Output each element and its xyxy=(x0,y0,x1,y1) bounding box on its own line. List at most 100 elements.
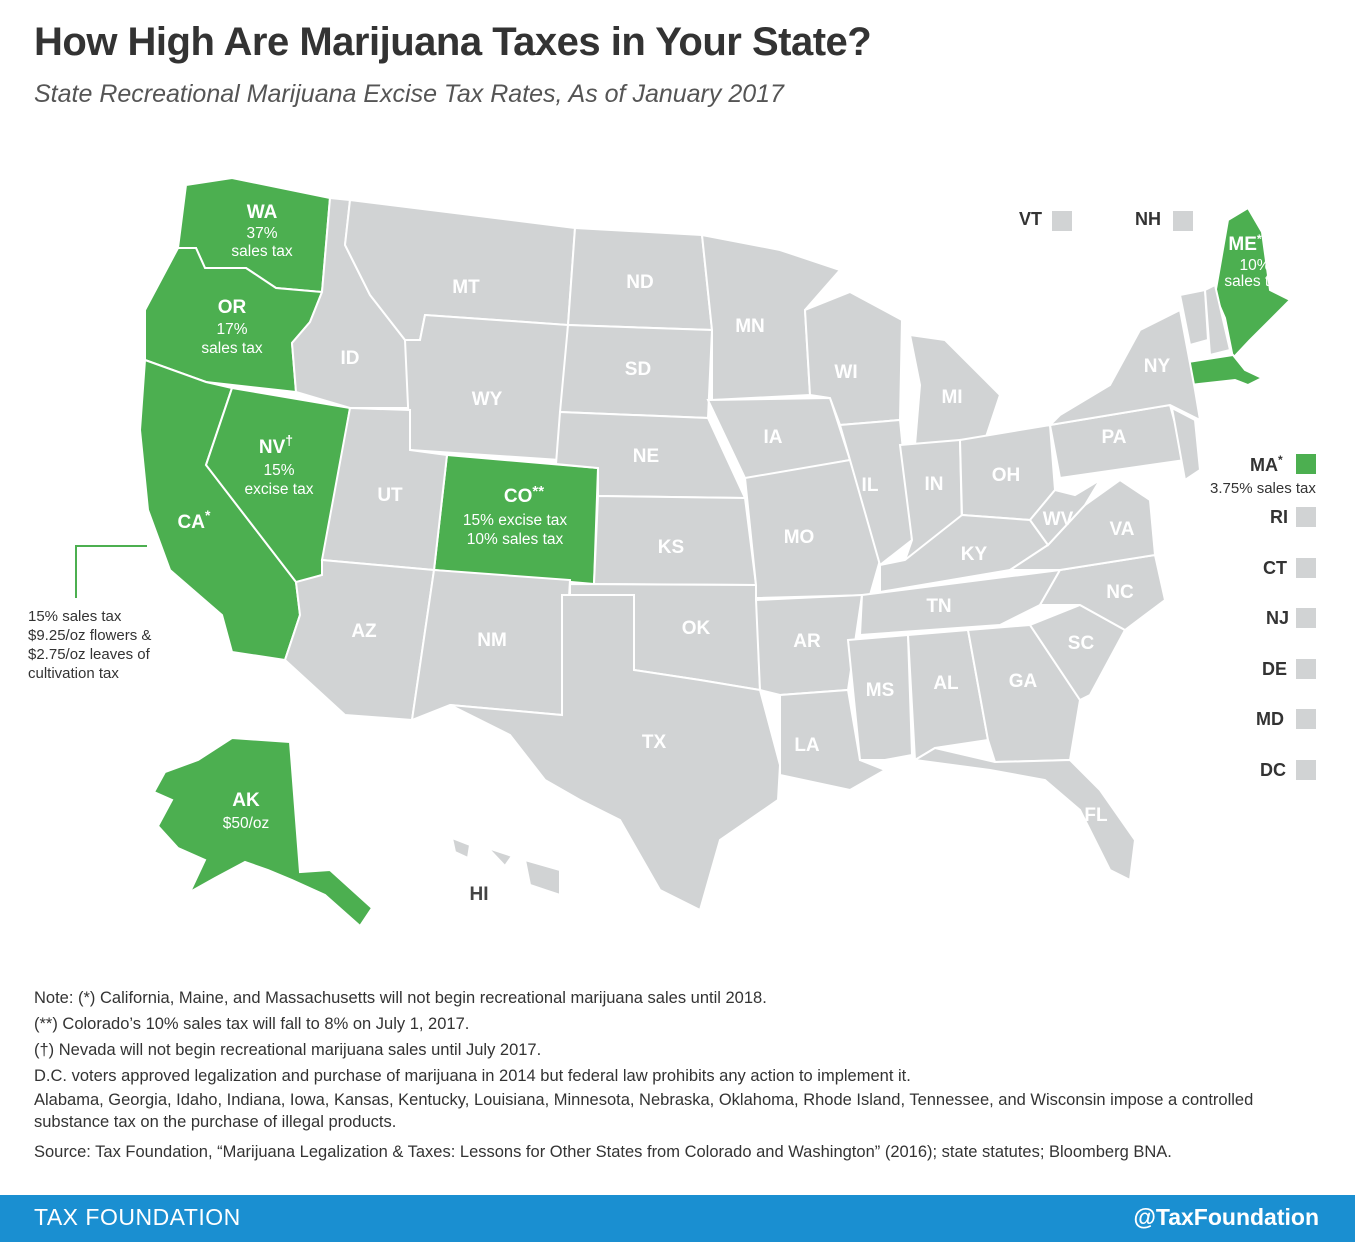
tax2-OR: sales tax xyxy=(201,340,262,357)
label-TX: TX xyxy=(642,732,667,753)
side-swatch-RI[interactable] xyxy=(1296,507,1316,527)
label-NV: NV† xyxy=(259,432,293,458)
label-NM: NM xyxy=(477,630,507,651)
state-TN[interactable] xyxy=(858,568,1062,637)
state-AL[interactable] xyxy=(906,628,990,762)
tax-OR: 17% xyxy=(216,321,247,338)
note-line: D.C. voters approved legalization and pu… xyxy=(34,1067,911,1085)
map-title: How High Are Marijuana Taxes in Your Sta… xyxy=(34,20,872,64)
label-ME: ME* xyxy=(1228,232,1262,255)
tax2-WA: sales tax xyxy=(231,243,292,260)
label-WI: WI xyxy=(834,362,857,383)
tax-NV: 15% xyxy=(263,462,294,479)
side-label-DC: DC xyxy=(1260,760,1286,780)
label-KS: KS xyxy=(658,537,684,558)
state-IL[interactable] xyxy=(838,418,914,567)
state-SC[interactable] xyxy=(1028,603,1127,702)
state-LA[interactable] xyxy=(779,688,888,792)
map-subtitle: State Recreational Marijuana Excise Tax … xyxy=(34,80,784,108)
state-NJ[interactable] xyxy=(1170,406,1202,482)
note-line: Note: (*) California, Maine, and Massach… xyxy=(34,989,767,1007)
tax2-NV: excise tax xyxy=(245,481,314,498)
side-swatch-DC[interactable] xyxy=(1296,760,1316,780)
label-SD: SD xyxy=(625,359,651,380)
ca-note-line: 15% sales tax xyxy=(28,608,122,625)
side-label-NJ: NJ xyxy=(1266,608,1290,628)
footer-brand[interactable]: TAX FOUNDATION xyxy=(34,1204,241,1230)
state-MS[interactable] xyxy=(846,633,914,761)
ca-note-line: $2.75/oz leaves of xyxy=(28,646,150,663)
label-NY: NY xyxy=(1144,356,1171,377)
label-AK: AK xyxy=(232,790,260,811)
side-label-DE: DE xyxy=(1262,659,1288,679)
side-label-CT: CT xyxy=(1263,558,1287,578)
state-MA[interactable] xyxy=(1186,353,1265,387)
label-VA: VA xyxy=(1110,519,1135,540)
note-line: (**) Colorado’s 10% sales tax will fall … xyxy=(34,1015,470,1033)
label-GA: GA xyxy=(1009,671,1038,692)
ca-note-line: $9.25/oz flowers & xyxy=(28,627,152,644)
label-NE: NE xyxy=(633,446,659,467)
state-TX[interactable] xyxy=(449,594,782,912)
state-AK[interactable] xyxy=(152,736,374,928)
notes-section: Note: (*) California, Maine, and Massach… xyxy=(34,985,1324,1165)
label-AL: AL xyxy=(933,673,959,694)
label-AZ: AZ xyxy=(351,621,377,642)
side-swatch-MA[interactable] xyxy=(1296,454,1316,474)
side-swatch-VT[interactable] xyxy=(1052,211,1072,231)
label-TN: TN xyxy=(926,596,951,617)
side-tax-MA: 3.75% sales tax xyxy=(1210,480,1316,497)
side-swatch-DE[interactable] xyxy=(1296,659,1316,679)
label-AR: AR xyxy=(793,631,821,652)
label-OR: OR xyxy=(218,297,247,318)
state-FL[interactable] xyxy=(912,746,1137,882)
tax-WA: 37% xyxy=(246,225,277,242)
side-swatch-NJ[interactable] xyxy=(1296,608,1316,628)
side-label-RI: RI xyxy=(1270,507,1288,527)
tax-ME: 10% xyxy=(1239,257,1270,274)
label-ID: ID xyxy=(341,348,360,369)
label-CA: CA* xyxy=(178,507,211,533)
label-MN: MN xyxy=(735,316,765,337)
footer-bar: TAX FOUNDATION @TaxFoundation xyxy=(0,1195,1355,1242)
ca-callout-line-vertical xyxy=(75,545,77,598)
label-MT: MT xyxy=(452,277,480,298)
label-KY: KY xyxy=(961,544,988,565)
ca-note-line: cultivation tax xyxy=(28,665,119,682)
source-line: Source: Tax Foundation, “Marijuana Legal… xyxy=(34,1143,1172,1161)
tax2-CO: 10% sales tax xyxy=(467,531,564,548)
label-SC: SC xyxy=(1068,633,1095,654)
state-HI[interactable] xyxy=(450,836,561,897)
label-LA: LA xyxy=(794,735,820,756)
side-label-VT: VT xyxy=(1019,209,1043,229)
label-OK: OK xyxy=(682,618,711,639)
note-line: Alabama, Georgia, Idaho, Indiana, Iowa, … xyxy=(34,1091,1254,1131)
side-swatch-NH[interactable] xyxy=(1173,211,1193,231)
us-map: WA 37% sales tax OR 17% sales tax NV† 15… xyxy=(138,176,1292,928)
label-IA: IA xyxy=(764,427,783,448)
tax-AK: $50/oz xyxy=(223,815,270,832)
label-IL: IL xyxy=(862,475,879,496)
label-UT: UT xyxy=(377,485,403,506)
label-NC: NC xyxy=(1106,582,1134,603)
label-WV: WV xyxy=(1043,509,1074,530)
state-WV[interactable] xyxy=(1028,479,1101,547)
ca-tax-note: 15% sales tax $9.25/oz flowers & $2.75/o… xyxy=(28,607,208,683)
state-WY[interactable] xyxy=(403,313,570,462)
side-swatch-MD[interactable] xyxy=(1296,709,1316,729)
side-label-MD: MD xyxy=(1256,709,1284,729)
state-NY[interactable] xyxy=(1047,308,1202,427)
label-HI: HI xyxy=(470,884,489,905)
side-swatch-CT[interactable] xyxy=(1296,558,1316,578)
state-NH[interactable] xyxy=(1203,283,1232,357)
label-ND: ND xyxy=(626,272,653,293)
label-PA: PA xyxy=(1102,427,1127,448)
label-FL: FL xyxy=(1084,805,1108,826)
label-MI: MI xyxy=(941,387,962,408)
side-label-NH: NH xyxy=(1135,209,1161,229)
label-IN: IN xyxy=(925,474,944,495)
footer-handle[interactable]: @TaxFoundation xyxy=(1133,1204,1319,1230)
note-line: (†) Nevada will not begin recreational m… xyxy=(34,1041,542,1059)
tax-CO: 15% excise tax xyxy=(463,512,567,529)
label-WY: WY xyxy=(472,389,503,410)
